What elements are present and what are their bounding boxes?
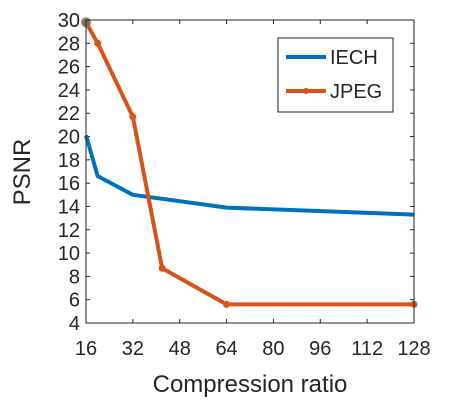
x-axis-ticks: 16 32 48 64 80 96 112 128 — [75, 20, 431, 360]
x-tick-label: 80 — [262, 338, 284, 360]
legend-box — [277, 37, 394, 113]
y-tick-label: 10 — [58, 243, 80, 265]
y-tick-label: 12 — [58, 220, 80, 242]
y-tick-label: 14 — [58, 196, 80, 218]
y-tick-label: 22 — [58, 103, 80, 125]
y-tick-label: 24 — [58, 80, 80, 102]
y-tick-label: 20 — [58, 127, 80, 149]
x-tick-label: 48 — [169, 338, 191, 360]
data-point-jpeg — [94, 39, 102, 47]
y-tick-label: 28 — [58, 33, 80, 55]
series-line-jpeg — [84, 21, 414, 307]
x-tick-label: 96 — [309, 338, 331, 360]
y-tick-label: 4 — [69, 313, 80, 335]
y-tick-label: 16 — [58, 173, 80, 195]
y-tick-label: 6 — [69, 290, 80, 312]
x-tick-label: 16 — [75, 338, 97, 360]
data-point-jpeg — [223, 300, 231, 308]
x-tick-label: 112 — [351, 338, 383, 360]
y-tick-label: 30 — [58, 10, 80, 32]
y-tick-label: 26 — [58, 57, 80, 79]
legend-marker-jpeg — [303, 88, 309, 94]
legend-label-jpeg: JPEG — [330, 81, 382, 103]
data-point-jpeg — [158, 264, 166, 272]
plot-frame — [85, 19, 415, 324]
x-tick-label: 32 — [122, 338, 144, 360]
series-line-iech — [84, 134, 415, 217]
data-point-jpeg — [129, 113, 137, 121]
y-axis-label: PSNR — [9, 139, 36, 206]
x-tick-label: 128 — [397, 338, 430, 360]
y-tick-label: 18 — [58, 150, 80, 172]
x-tick-label: 64 — [215, 338, 237, 360]
y-tick-label: 8 — [69, 266, 80, 288]
legend: IECH JPEG — [277, 37, 394, 113]
legend-label-iech: IECH — [330, 47, 378, 69]
x-axis-label: Compression ratio — [153, 371, 348, 398]
